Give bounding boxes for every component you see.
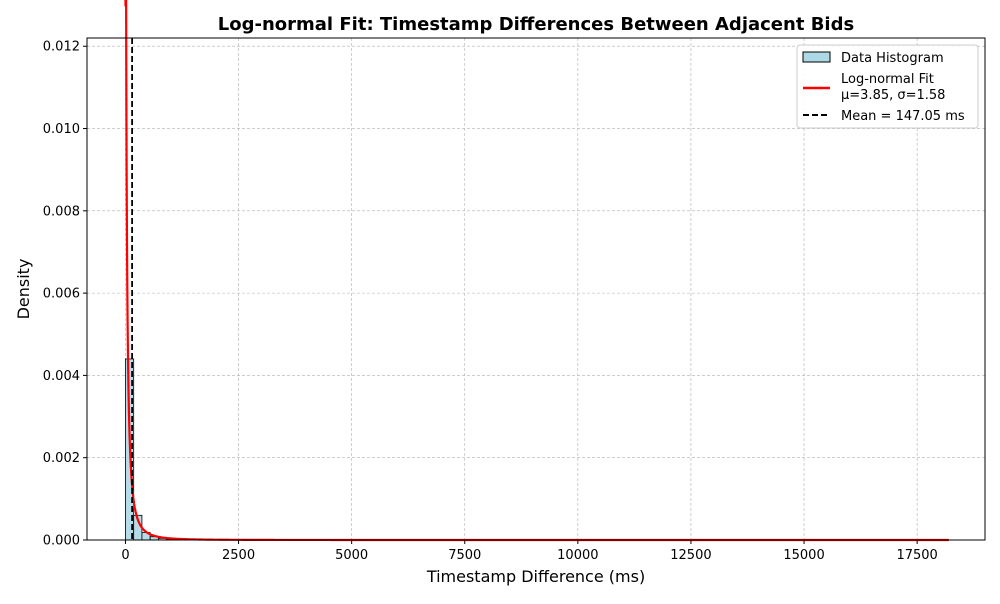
legend-fit-label: Log-normal Fit [841,72,934,87]
y-tick-label: 0.002 [43,451,80,466]
chart-title: Log-normal Fit: Timestamp Differences Be… [218,14,854,35]
y-tick-label: 0.012 [43,40,80,55]
y-tick-label: 0.008 [43,204,80,219]
x-tick-label: 12500 [670,548,711,563]
y-axis-label: Density [14,259,33,320]
x-tick-label: 15000 [783,548,824,563]
legend-mean-label: Mean = 147.05 ms [841,109,965,124]
y-tick-label: 0.010 [43,122,80,137]
y-tick-label: 0.004 [43,369,80,384]
y-tick-label: 0.000 [43,534,80,549]
x-tick-label: 0 [121,548,129,563]
x-tick-label: 17500 [896,548,937,563]
legend-histogram-label: Data Histogram [841,51,944,66]
x-tick-label: 10000 [557,548,598,563]
y-tick-label: 0.006 [43,287,80,302]
legend-histogram-swatch [803,52,830,62]
x-tick-label: 2500 [222,548,255,563]
legend: Data Histogram Log-normal Fit μ=3.85, σ=… [797,45,978,128]
x-tick-label: 5000 [335,548,368,563]
x-axis-label: Timestamp Difference (ms) [426,567,645,586]
legend-fit-params: μ=3.85, σ=1.58 [841,88,945,103]
x-tick-label: 7500 [448,548,481,563]
